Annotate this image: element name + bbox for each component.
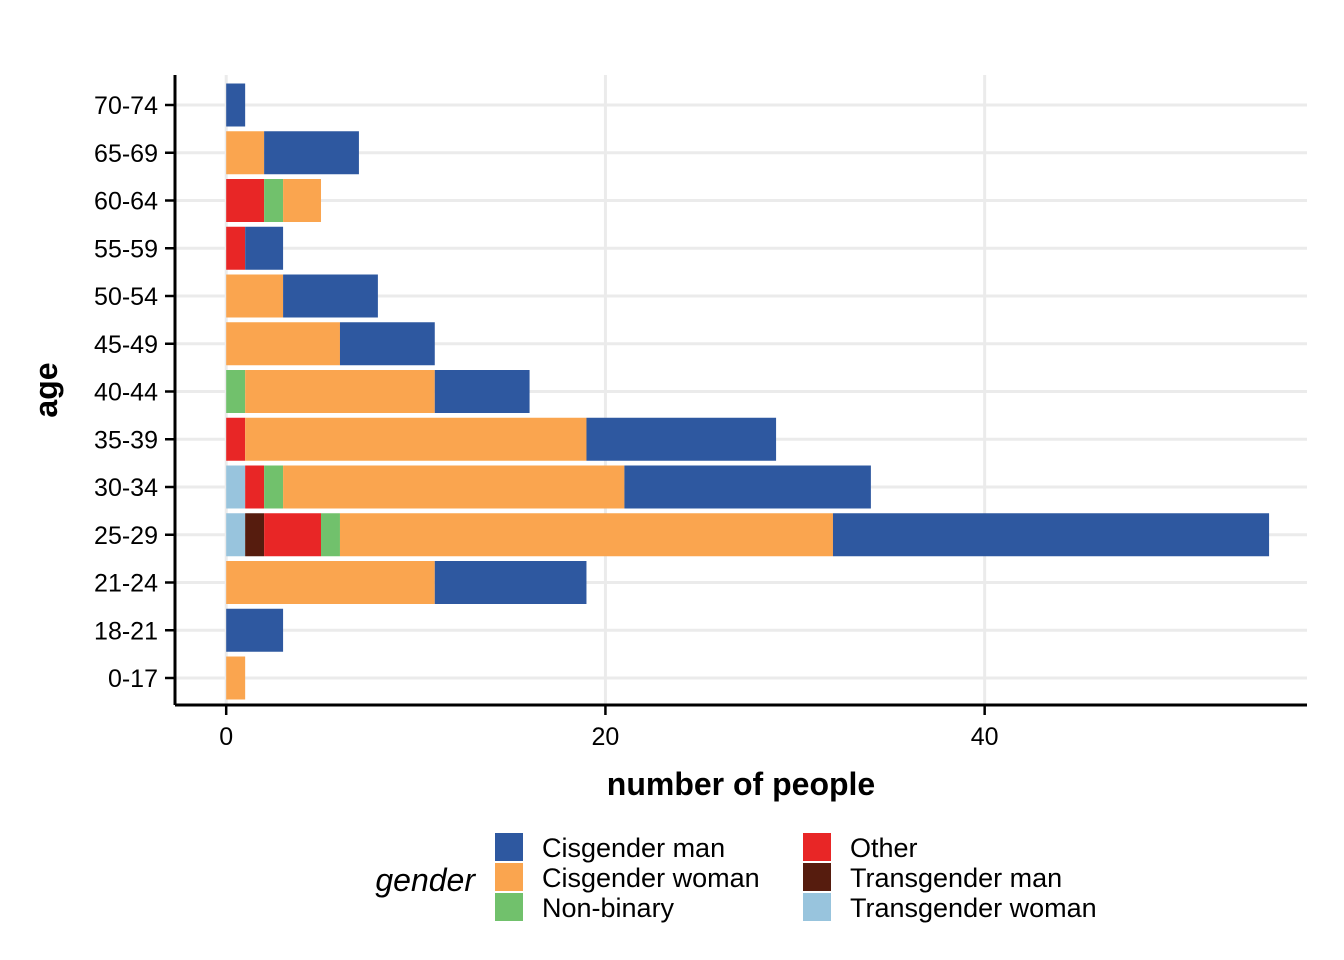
legend-label: Transgender man — [850, 863, 1062, 893]
bar-segment — [283, 465, 625, 509]
bar-segment — [624, 465, 871, 509]
legend-label: Cisgender woman — [542, 863, 760, 893]
bar-segment — [264, 131, 359, 175]
bar-segment — [226, 417, 246, 461]
bar-segment — [321, 513, 340, 557]
y-tick-label: 60-64 — [94, 188, 158, 216]
bar-segment — [226, 513, 246, 557]
y-tick-label: 21-24 — [94, 570, 158, 598]
y-ticks: 0-17 18-21 21-24 25-29 30-34 35-39 40-44 45-49 5… — [94, 92, 175, 693]
bar-segment — [283, 274, 378, 318]
bars-layer — [226, 83, 1270, 700]
y-tick-label: 70-74 — [94, 92, 158, 120]
bar-segment — [226, 226, 246, 270]
bar-segment — [264, 465, 284, 509]
bar-segment — [832, 513, 1270, 557]
bar-segment — [245, 226, 284, 270]
legend-swatch — [495, 833, 523, 861]
bar-segment — [226, 179, 265, 222]
y-tick-label: 45-49 — [94, 331, 158, 359]
legend-label: Cisgender man — [542, 833, 725, 863]
legend-swatch — [495, 893, 523, 921]
bar-segment — [226, 83, 246, 127]
legend-label: Non-binary — [542, 893, 675, 923]
y-tick-label: 30-34 — [94, 474, 158, 502]
bar-segment — [226, 465, 246, 509]
bar-segment — [226, 322, 340, 366]
bar-segment — [339, 322, 435, 366]
bar-segment — [226, 656, 246, 700]
bar-segment — [245, 370, 435, 413]
legend-label: Other — [850, 833, 918, 863]
y-axis-title: age — [28, 362, 64, 417]
legend-swatch — [803, 833, 831, 861]
axes-layer — [173, 75, 1307, 707]
y-tick-label: 18-21 — [94, 617, 158, 645]
x-ticks: 0 20 40 — [219, 705, 999, 751]
bar-segment — [264, 513, 322, 557]
x-tick-label: 0 — [219, 723, 233, 751]
bar-segment — [226, 131, 265, 175]
bar-segment — [434, 561, 587, 604]
legend-label: Transgender woman — [850, 893, 1097, 923]
y-tick-label: 0-17 — [108, 665, 158, 693]
bar-segment — [226, 608, 284, 652]
y-tick-label: 25-29 — [94, 522, 158, 550]
bar-segment — [226, 370, 246, 413]
y-tick-label: 55-59 — [94, 235, 158, 263]
y-tick-label: 50-54 — [94, 283, 158, 311]
y-tick-label: 40-44 — [94, 379, 158, 407]
y-tick-label: 35-39 — [94, 426, 158, 454]
legend-title: gender — [375, 862, 476, 898]
y-tick-label: 65-69 — [94, 140, 158, 168]
bar-segment — [245, 417, 587, 461]
bar-segment — [245, 513, 265, 557]
x-axis-title: number of people — [607, 766, 875, 802]
legend-swatch — [803, 893, 831, 921]
bar-segment — [339, 513, 833, 557]
bar-segment — [434, 370, 530, 413]
bar-segment — [226, 561, 435, 604]
x-tick-label: 20 — [592, 723, 620, 751]
bar-segment — [245, 465, 265, 509]
bar-segment — [586, 417, 777, 461]
bar-segment — [226, 274, 284, 318]
x-tick-label: 40 — [971, 723, 999, 751]
bar-segment — [264, 179, 284, 222]
legend-swatch — [495, 863, 523, 891]
bar-segment — [283, 179, 322, 222]
legend-swatch — [803, 863, 831, 891]
